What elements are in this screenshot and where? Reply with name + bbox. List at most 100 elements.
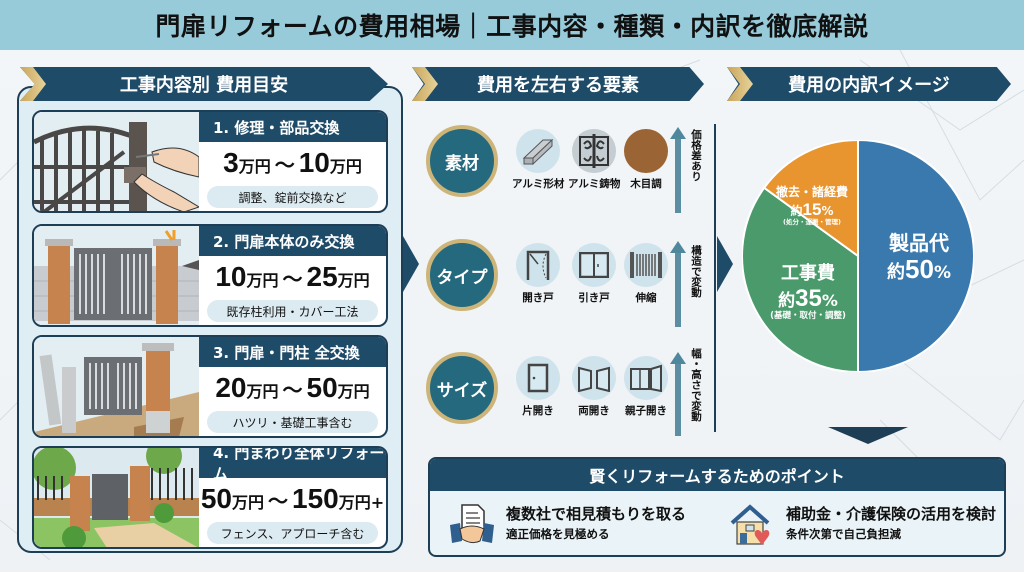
slice-prefix: 約 [790, 203, 803, 218]
price-max: 25 [306, 261, 338, 292]
option-woodgrain: 木目調 [620, 129, 672, 191]
price-unit: 万円 [338, 493, 371, 512]
slice-value: 50 [905, 254, 934, 284]
aluminum-profile-icon [516, 129, 560, 173]
price-range: 20万円～ 50万円 [199, 373, 386, 407]
cost-card-gate-only: 2. 門扉本体のみ交換 10万円～ 25万円 既存柱利用・カバー工法 [32, 224, 388, 327]
option-aluminum-cast: アルミ鋳物 [568, 129, 620, 191]
card-note: フェンス、アプローチ含む [207, 522, 378, 544]
handshake-document-icon [448, 503, 496, 551]
woodgrain-icon [624, 129, 668, 173]
factor-size: サイズ 片開き 両開き 親子開き 幅・高さで変動 [424, 348, 704, 452]
factor-type: タイプ 開き戸 引き戸 伸縮 構造で変動 [424, 239, 704, 339]
price-unit: 万円 [238, 157, 271, 176]
option-label: アルミ形材 [512, 178, 565, 190]
arrow-up-icon [670, 352, 686, 436]
slice-name: 製品代 [889, 231, 949, 255]
option-label: 伸縮 [635, 292, 657, 304]
slice-pct: % [933, 263, 951, 283]
flow-chevron-icon [403, 236, 419, 292]
option-label: アルミ鋳物 [568, 178, 621, 190]
price-range: 10万円～ 25万円 [199, 262, 386, 296]
cost-factors-banner: 費用を左右する要素 [412, 67, 704, 101]
option-label: 親子開き [625, 405, 667, 417]
slice-name: 工事費 [781, 263, 835, 284]
option-swing-door: 開き戸 [512, 243, 564, 305]
cost-breakdown-pie-chart: 製品代 約50% 工事費 約35% (基礎・取付・調整) 撤去・諸経費 約15%… [741, 138, 975, 374]
flow-chevron-icon [717, 236, 733, 292]
option-single-swing: 片開き [512, 356, 564, 418]
swing-door-icon [516, 243, 560, 287]
cost-card-repair: 1. 修理・部品交換 3万円～ 10万円 調整、錠前交換など [32, 110, 388, 213]
cost-by-work-banner: 工事内容別 費用目安 [20, 67, 388, 101]
price-max: 50 [306, 372, 338, 403]
gate-replacement-illustration [34, 226, 199, 325]
option-unequal-double: 親子開き [620, 356, 672, 418]
card-heading: 1. 修理・部品交換 [199, 112, 386, 142]
price-max: 150 [292, 483, 339, 514]
down-chevron-icon [828, 427, 908, 444]
price-min: 20 [215, 372, 247, 403]
factor-material: 素材 アルミ形材 アルミ鋳物 木目調 価格差あり [424, 125, 704, 225]
tips-heading: 賢くリフォームするためのポイント [430, 459, 1004, 491]
tip-get-quotes: 複数社で相見積もりを取る 適正価格を見極める [448, 503, 686, 551]
arrow-up-icon [670, 127, 686, 213]
price-max: 10 [298, 147, 330, 178]
factor-note: 価格差あり [690, 129, 702, 182]
option-label: 片開き [522, 405, 554, 417]
slice-label-removal: 撤去・諸経費 約15% (処分・運搬・管理) [772, 185, 852, 227]
slice-pct: % [821, 203, 834, 218]
option-label: 両開き [578, 405, 610, 417]
factor-label-material: 素材 [426, 125, 498, 197]
factor-note: 構造で変動 [690, 245, 702, 298]
tip-subtitle: 条件次第で自己負担減 [786, 527, 901, 541]
price-tilde: ～ [274, 153, 295, 177]
gate-repair-illustration [34, 112, 199, 211]
price-unit: 万円 [232, 493, 265, 512]
price-min: 10 [215, 261, 247, 292]
price-plus: + [370, 493, 385, 512]
card-note: ハツリ・基礎工事含む [207, 411, 378, 433]
card-heading: 2. 門扉本体のみ交換 [199, 226, 386, 256]
tips-box: 賢くリフォームするためのポイント 複数社で相見積もりを取る 適正価格を見極める [428, 457, 1006, 557]
banner-label: 費用を左右する要素 [477, 75, 639, 96]
cast-ornament-icon [572, 129, 616, 173]
sliding-door-icon [572, 243, 616, 287]
option-accordion-gate: 伸縮 [620, 243, 672, 305]
tip-title: 複数社で相見積もりを取る [506, 505, 687, 523]
pie-svg [741, 138, 975, 374]
accordion-gate-icon [624, 243, 668, 287]
slice-name: 撤去・諸経費 [775, 185, 848, 199]
double-door-icon [572, 356, 616, 400]
price-unit: 万円 [337, 271, 370, 290]
price-min: 50 [200, 483, 232, 514]
column-divider [714, 124, 716, 432]
slice-value: 15 [802, 199, 822, 219]
tip-subtitle: 適正価格を見極める [506, 527, 610, 541]
single-door-icon [516, 356, 560, 400]
card-heading: 4. 門まわり全体リフォーム [199, 448, 386, 483]
banner-label: 工事内容別 費用目安 [119, 75, 289, 96]
cost-card-full-exterior: 4. 門まわり全体リフォーム 50万円～ 150万円+ フェンス、アプローチ含む [32, 446, 388, 549]
price-unit: 万円 [246, 382, 279, 401]
factor-label-type: タイプ [426, 239, 498, 311]
price-unit: 万円 [337, 382, 370, 401]
slice-note: (処分・運搬・管理) [783, 218, 841, 227]
slice-prefix: 約 [778, 290, 796, 311]
option-label: 木目調 [630, 178, 662, 190]
option-label: 引き戸 [578, 292, 610, 304]
tip-subsidy: 補助金・介護保険の活用を検討 条件次第で自己負担減 [728, 503, 996, 551]
option-label: 開き戸 [522, 292, 554, 304]
slice-label-construction: 工事費 約35% (基礎・取付・調整) [756, 263, 860, 322]
price-min: 3 [223, 147, 239, 178]
price-tilde: ～ [282, 378, 303, 402]
price-tilde: ～ [268, 489, 289, 513]
price-tilde: ～ [282, 267, 303, 291]
card-note: 調整、錠前交換など [207, 186, 378, 208]
option-sliding-door: 引き戸 [568, 243, 620, 305]
slice-prefix: 約 [887, 262, 906, 283]
price-unit: 万円 [329, 157, 362, 176]
slice-label-product: 製品代 約50% [874, 232, 964, 285]
option-double-swing: 両開き [568, 356, 620, 418]
card-heading: 3. 門扉・門柱 全交換 [199, 337, 386, 367]
